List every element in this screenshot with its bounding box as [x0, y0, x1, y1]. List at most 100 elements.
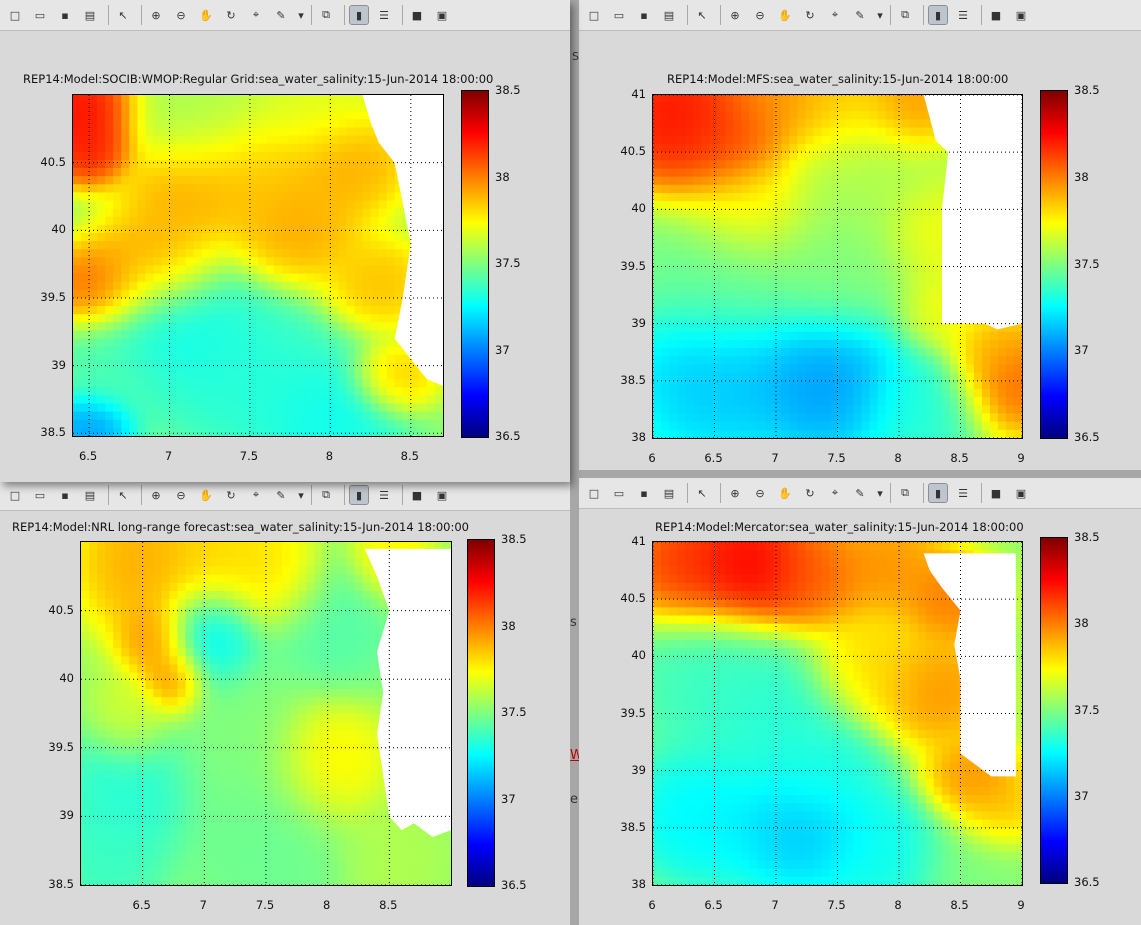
link-plot-icon[interactable]: ⧉	[901, 486, 909, 499]
open-folder-icon[interactable]: ▭	[613, 486, 625, 500]
rotate-3d-icon[interactable]: ↻	[805, 486, 815, 500]
new-file-icon[interactable]: □	[9, 488, 21, 502]
heat-cell	[233, 558, 243, 568]
heat-cell	[805, 819, 815, 829]
new-file-icon[interactable]: □	[588, 486, 600, 500]
pan-hand-icon[interactable]: ✋	[778, 486, 792, 500]
pan-hand-icon[interactable]: ✋	[778, 8, 792, 22]
open-folder-icon[interactable]: ▭	[613, 8, 625, 22]
heat-cell	[925, 852, 935, 862]
zoom-out-icon[interactable]: ⊖	[755, 486, 765, 500]
new-file-icon[interactable]: □	[588, 8, 600, 22]
brush-icon[interactable]: ✎	[855, 8, 865, 22]
heat-cell	[121, 656, 130, 666]
open-folder-icon[interactable]: ▭	[34, 488, 46, 502]
x-tick-label: 6.5	[704, 451, 723, 465]
heat-cell	[185, 599, 195, 608]
print-icon[interactable]: ▤	[663, 486, 675, 500]
print-icon[interactable]: ▤	[84, 488, 96, 502]
heat-cell	[877, 274, 887, 284]
save-icon[interactable]: ▪	[640, 486, 648, 500]
heat-cell	[749, 242, 758, 251]
heat-cell	[789, 664, 798, 674]
link-plot-icon[interactable]: ⧉	[901, 8, 909, 21]
zoom-in-icon[interactable]: ⊕	[730, 8, 740, 22]
heat-cell	[917, 591, 927, 600]
heat-cell	[749, 836, 758, 845]
heat-cell	[661, 176, 670, 186]
save-icon[interactable]: ▪	[640, 8, 648, 22]
salinity-map[interactable]	[652, 94, 1023, 439]
colorbar-toggle-icon[interactable]: ▮	[349, 485, 369, 505]
heat-cell	[362, 672, 372, 682]
heat-cell	[193, 582, 203, 592]
heat-cell	[861, 697, 871, 706]
brush-icon[interactable]: ✎	[855, 486, 865, 500]
brush-icon[interactable]: ✎	[276, 488, 286, 502]
heat-cell	[829, 852, 839, 862]
zoom-out-icon[interactable]: ⊖	[755, 8, 765, 22]
figure-window-nrl[interactable]: □ ▭ ▪ ▤ ↖ ⊕ ⊖ ✋ ↻ ⌖ ✎ ▾ ⧉ ▮ ☰ ■ ▣ REP14:Model:NRL long-r…	[0, 480, 570, 925]
salinity-map[interactable]	[80, 541, 452, 886]
heat-cell	[1005, 331, 1015, 341]
colorbar-toggle-icon[interactable]: ▮	[928, 483, 948, 503]
colorbar-toggle-icon[interactable]: ▮	[928, 5, 948, 25]
zoom-out-icon[interactable]: ⊖	[176, 488, 186, 502]
pointer-icon[interactable]: ↖	[118, 488, 128, 502]
hide-tools-icon[interactable]: ■	[990, 8, 1002, 22]
heat-cell	[997, 819, 1007, 829]
pan-hand-icon[interactable]: ✋	[199, 488, 213, 502]
heat-cell	[837, 429, 847, 438]
heat-cell	[861, 184, 871, 194]
rotate-3d-icon[interactable]: ↻	[226, 488, 236, 502]
data-cursor-icon[interactable]: ⌖	[252, 488, 260, 501]
dock-icon[interactable]: ▣	[436, 488, 448, 502]
heat-cell	[877, 340, 887, 349]
heat-cell	[781, 405, 790, 415]
heat-cell	[661, 307, 670, 317]
heat-cell	[885, 827, 895, 837]
heat-cell	[909, 144, 919, 153]
heat-cell	[933, 599, 943, 608]
heat-cell	[145, 558, 154, 568]
data-cursor-icon[interactable]: ⌖	[831, 8, 839, 21]
pointer-icon[interactable]: ↖	[697, 486, 707, 500]
figure-window-mercator[interactable]: □ ▭ ▪ ▤ ↖ ⊕ ⊖ ✋ ↻ ⌖ ✎ ▾ ⧉ ▮ ☰ ■ ▣ REP14:Model:Mercator:s…	[579, 478, 1141, 925]
zoom-in-icon[interactable]: ⊕	[730, 486, 740, 500]
heat-cell	[765, 770, 774, 780]
save-icon[interactable]: ▪	[61, 488, 69, 502]
heat-cell	[957, 405, 967, 415]
rotate-3d-icon[interactable]: ↻	[805, 8, 815, 22]
zoom-in-icon[interactable]: ⊕	[151, 488, 161, 502]
dock-icon[interactable]: ▣	[1015, 8, 1027, 22]
dropdown-arrow-icon[interactable]: ▾	[298, 488, 304, 502]
link-plot-icon[interactable]: ⧉	[322, 488, 330, 501]
salinity-map[interactable]	[652, 541, 1023, 886]
legend-toggle-icon[interactable]: ☰	[958, 8, 968, 22]
dropdown-arrow-icon[interactable]: ▾	[877, 8, 883, 22]
dropdown-arrow-icon[interactable]: ▾	[877, 486, 883, 500]
heat-cell	[941, 697, 951, 706]
dock-icon[interactable]: ▣	[1015, 486, 1027, 500]
heat-cell	[893, 266, 903, 276]
heat-cell	[717, 778, 726, 788]
hide-tools-icon[interactable]: ■	[411, 488, 423, 502]
legend-toggle-icon[interactable]: ☰	[379, 488, 389, 502]
heat-cell	[885, 331, 895, 341]
heat-cell	[338, 672, 348, 682]
heat-cell	[821, 836, 831, 845]
heat-cell	[177, 550, 187, 559]
data-cursor-icon[interactable]: ⌖	[831, 486, 839, 499]
heat-cell	[169, 591, 179, 600]
hide-tools-icon[interactable]: ■	[990, 486, 1002, 500]
heat-cell	[781, 348, 790, 357]
heat-cell	[693, 542, 702, 551]
heat-cell	[853, 844, 863, 853]
figure-window-mfs[interactable]: □ ▭ ▪ ▤ ↖ ⊕ ⊖ ✋ ↻ ⌖ ✎ ▾ ⧉ ▮ ☰ ■ ▣ REP14:Model:MFS:sea_wa…	[579, 0, 1141, 470]
print-icon[interactable]: ▤	[663, 8, 675, 22]
heat-cell	[217, 648, 227, 657]
heat-cell	[781, 803, 790, 813]
legend-toggle-icon[interactable]: ☰	[958, 486, 968, 500]
pointer-icon[interactable]: ↖	[697, 8, 707, 22]
heat-cell	[105, 550, 114, 559]
